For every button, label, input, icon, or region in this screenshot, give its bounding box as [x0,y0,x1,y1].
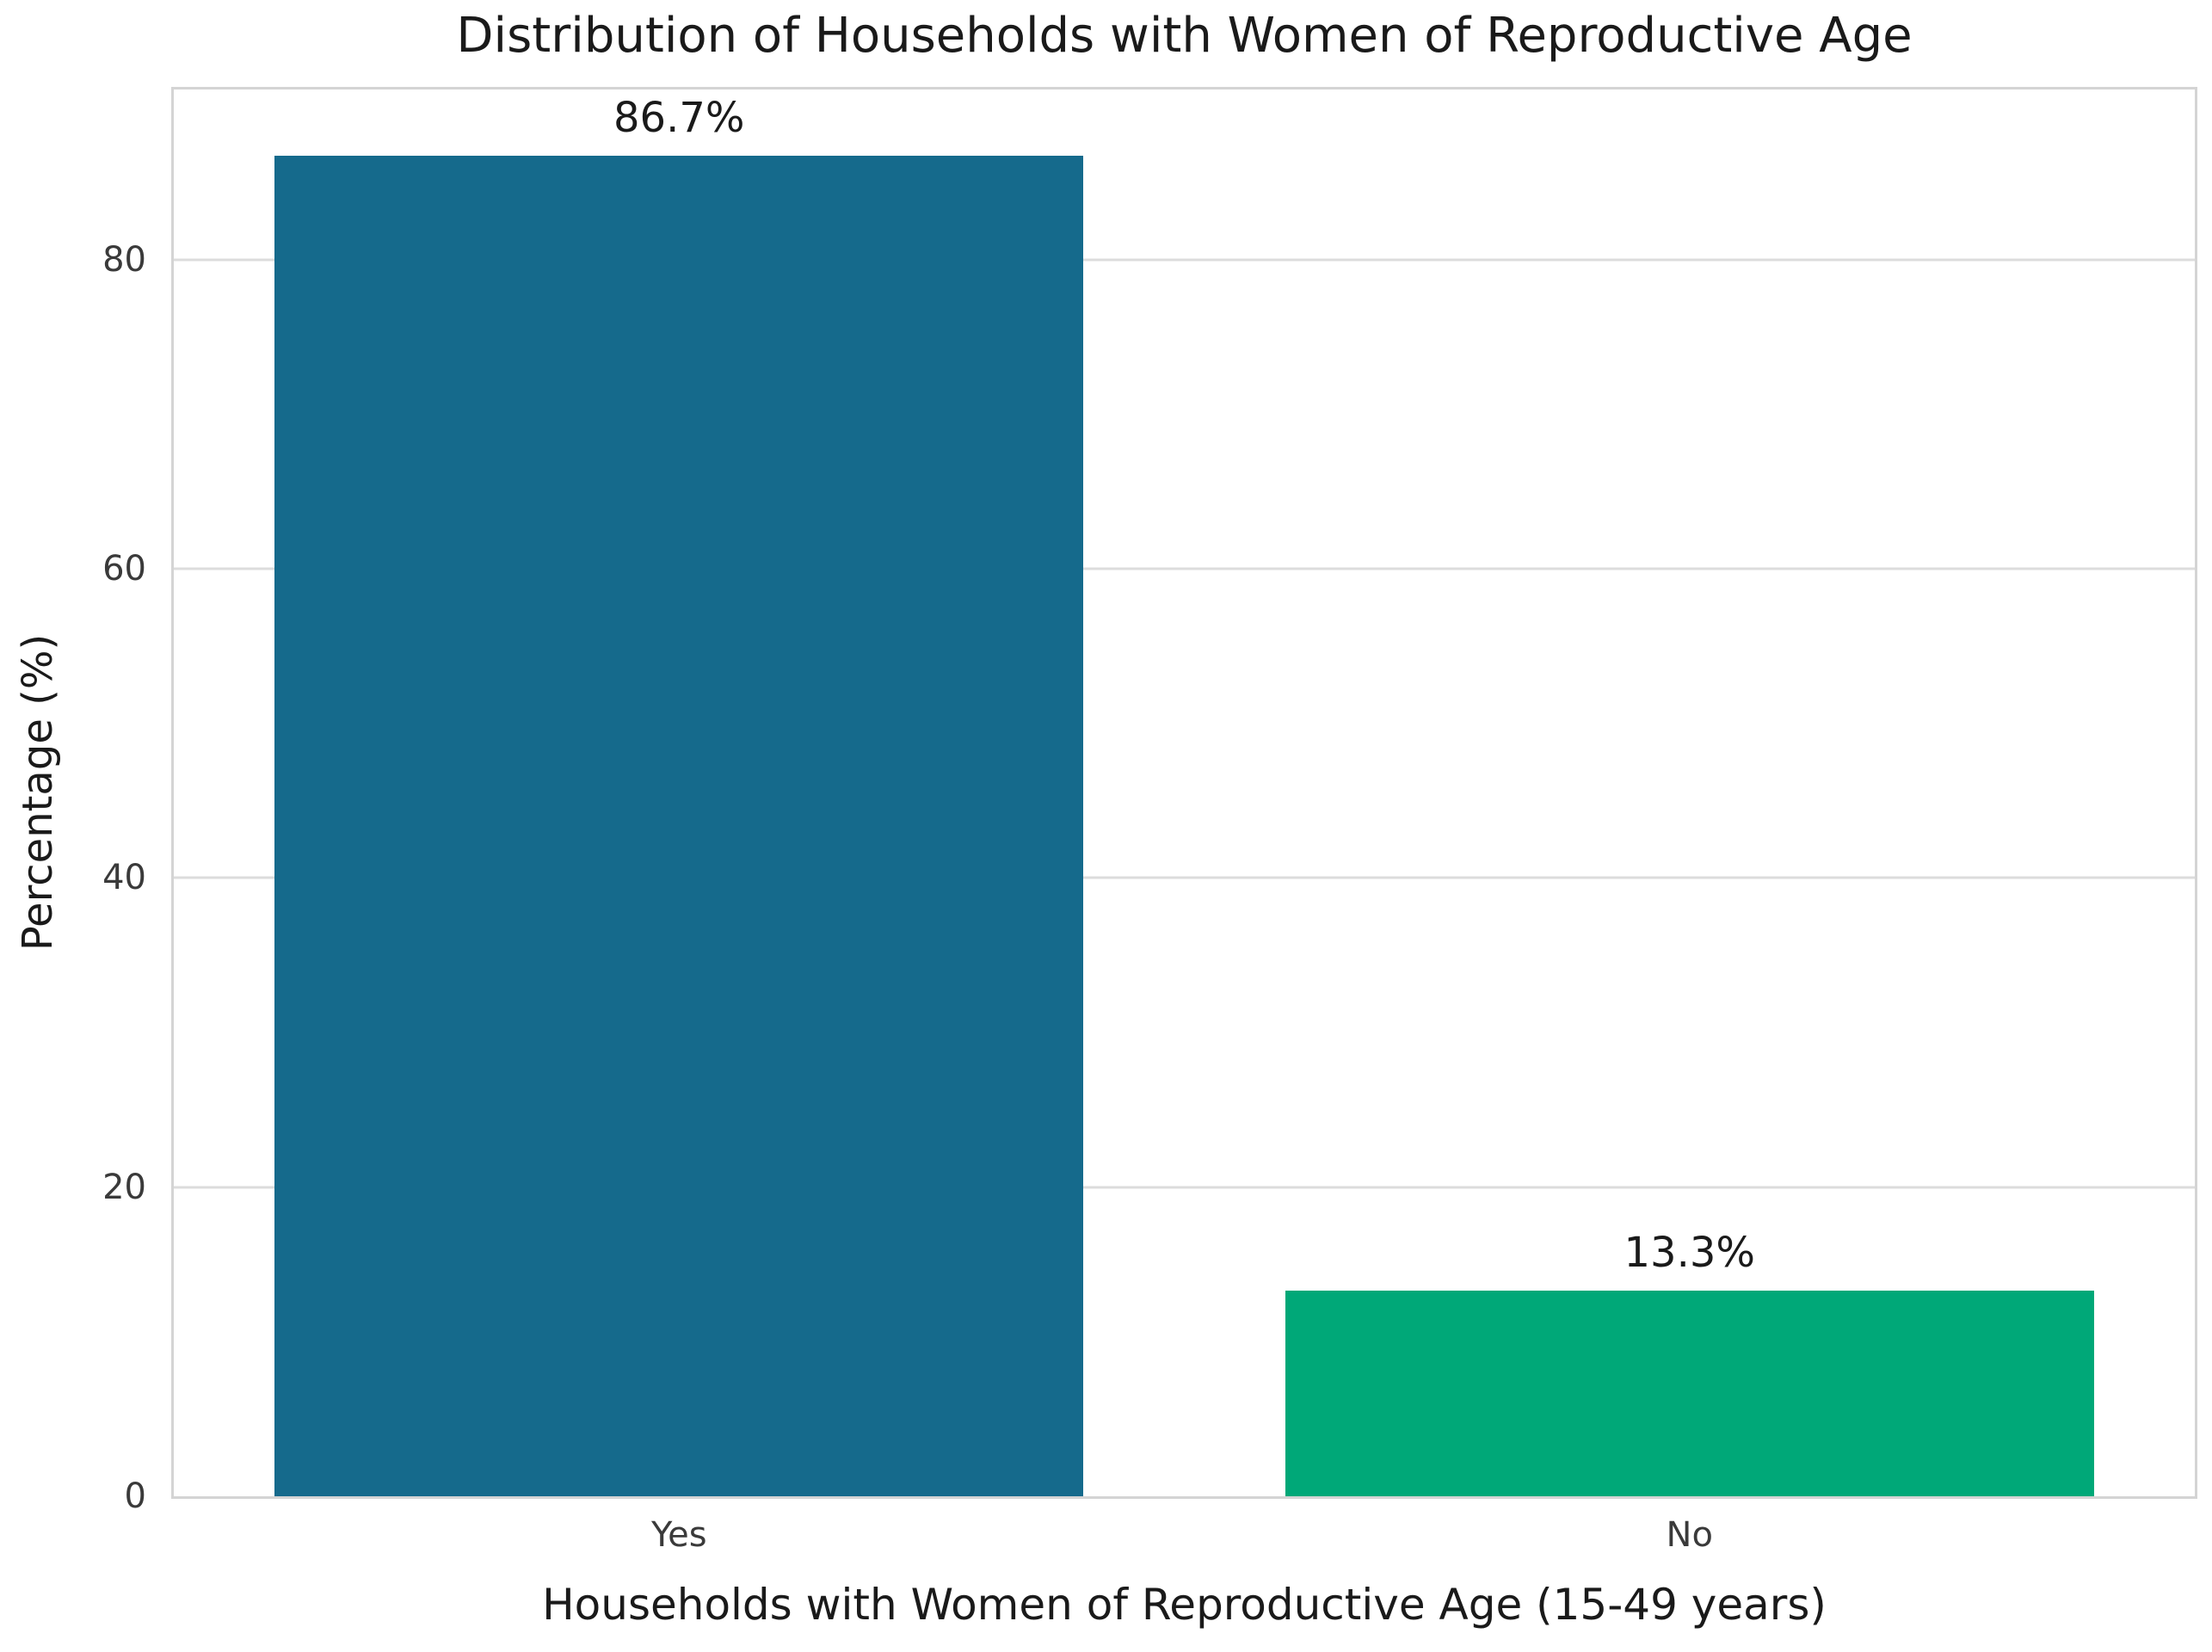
x-tick-label: No [1666,1515,1713,1555]
y-tick-label: 80 [102,239,146,280]
plot-area: 0 20 40 60 80 86.7% Yes 13.3% No [102,87,2197,1555]
chart-title: Distribution of Households with Women of… [456,8,1913,64]
bar-no [1285,1291,2094,1496]
bar-value-label: 13.3% [1624,1229,1755,1278]
gridline [174,567,2195,570]
y-tick-label: 60 [102,548,146,589]
y-tick-label: 20 [102,1167,146,1207]
y-axis-label: Percentage (%) [14,633,62,952]
x-axis-label: Households with Women of Reproductive Ag… [542,1580,1827,1630]
gridline [174,1186,2195,1189]
gridline [174,258,2195,262]
y-tick-label: 0 [124,1476,146,1516]
bar-value-label: 86.7% [613,94,745,143]
x-tick-label: Yes [650,1515,707,1555]
y-tick-label: 40 [102,858,146,898]
gridline [174,876,2195,879]
bar-yes [274,156,1084,1496]
